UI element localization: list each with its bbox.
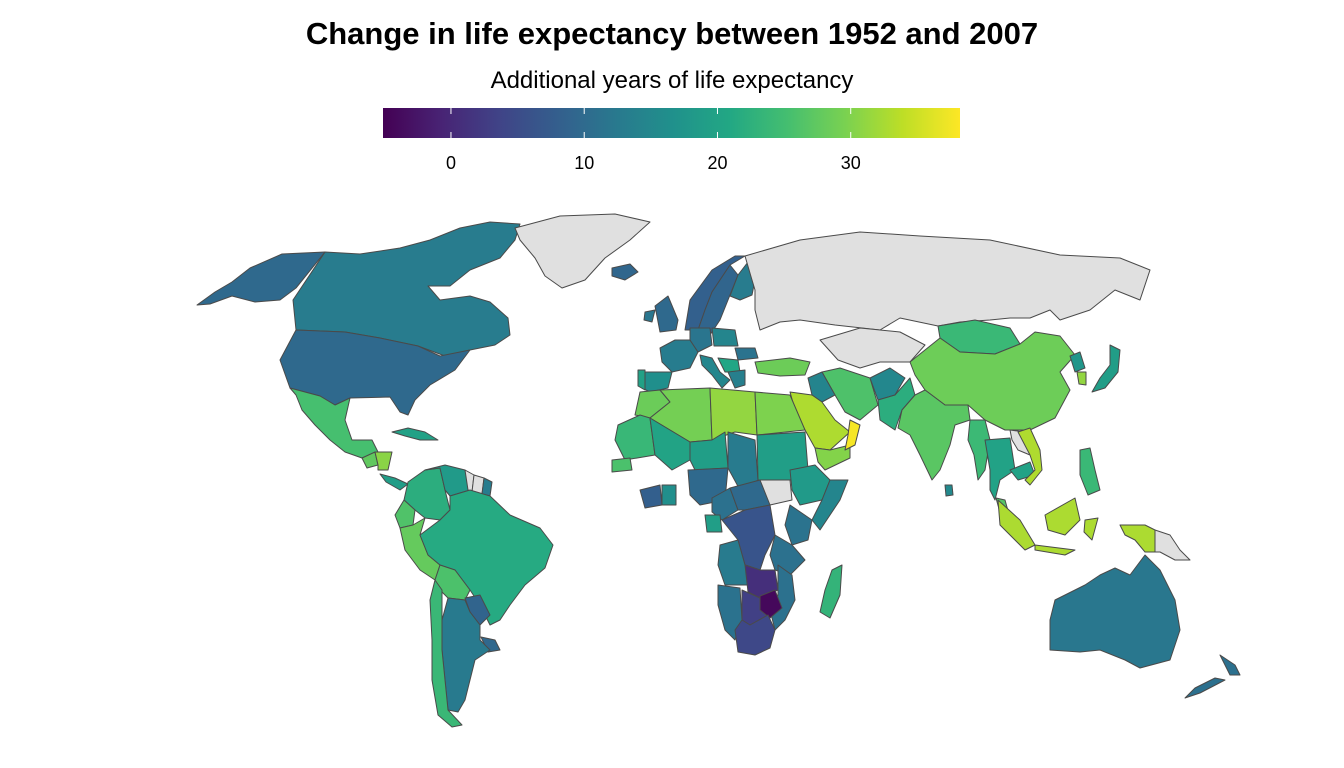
country-kenya: Kenya: 11.4 bbox=[784, 504, 813, 546]
country-mali: Mali: 20.2 bbox=[649, 417, 691, 471]
country-papua-indonesia: Papua (Indonesia): 32.8 bbox=[1119, 524, 1156, 553]
country-new-zealand: New Zealand: 10.9 bbox=[1184, 654, 1241, 699]
country-cuba: Cuba: 19.8 bbox=[391, 427, 439, 441]
country-chile: Chile: 23.9 bbox=[429, 579, 463, 728]
country-myanmar: Myanmar: 24.2 bbox=[967, 419, 991, 481]
country-india: India: 27 bbox=[897, 389, 971, 481]
country-ghana: Ghana: 16.3 bbox=[661, 484, 677, 506]
country-thailand: Thailand: 20 bbox=[984, 437, 1016, 501]
country-french-guiana: French Guiana: 13 bbox=[481, 477, 493, 497]
country-spain: Spain: 16.4 bbox=[641, 371, 673, 393]
country-germany: Germany: 11.7 bbox=[689, 327, 713, 353]
country-south-korea: South Korea: 31.2 bbox=[1076, 371, 1087, 386]
country-russia: Russia: no data bbox=[744, 231, 1151, 331]
country-poland: Poland: 14.5 bbox=[711, 327, 739, 347]
colorbar-tick-label: 20 bbox=[707, 153, 727, 173]
legend-title: Additional years of life expectancy bbox=[490, 67, 854, 94]
country-yemen: Yemen: 30.2 bbox=[814, 444, 851, 471]
country-iran: Iran: 26 bbox=[821, 367, 879, 421]
country-ireland: Ireland: 11.9 bbox=[643, 309, 656, 323]
country-iraq: Iraq: 14.4 bbox=[807, 371, 836, 403]
colorbar-legend: 0 10 20 30 bbox=[383, 108, 960, 173]
country-kazakhstan: Kazakhstan: no data bbox=[819, 327, 926, 369]
chart-title: Change in life expectancy between 1952 a… bbox=[305, 16, 1039, 51]
country-north-korea: North Korea: 17.6 bbox=[1069, 351, 1086, 373]
country-sri-lanka: Sri Lanka: 15.2 bbox=[944, 484, 954, 497]
colorbar-tick-label: 10 bbox=[574, 153, 594, 173]
country-france: France: 13 bbox=[659, 339, 699, 373]
country-zimbabwe: Zimbabwe: -4.2 bbox=[759, 589, 783, 619]
country-portugal: Portugal: 19.8 bbox=[637, 369, 646, 391]
country-philippines: Philippines: 24 bbox=[1079, 447, 1101, 496]
country-alaska-united-states: Alaska (United States): 9.8 bbox=[196, 251, 326, 306]
country-senegal: Senegal: 25.8 bbox=[611, 457, 633, 473]
country-iceland: Iceland: 9.3 bbox=[611, 263, 639, 281]
country-panama: Panama: 19 bbox=[379, 473, 409, 491]
country-indonesia: Indonesia: 32.8 bbox=[997, 497, 1099, 556]
country-papua-new-guinea: Papua New Guinea: no data bbox=[1154, 529, 1191, 561]
country-vietnam: Vietnam: 33 bbox=[1017, 427, 1043, 486]
colorbar bbox=[383, 108, 960, 138]
country-ecuador: Ecuador: 26.2 bbox=[394, 499, 416, 529]
country-romania: Romania: 11.4 bbox=[734, 347, 759, 361]
country-united-kingdom: United Kingdom: 9.8 bbox=[654, 295, 679, 333]
colorbar-tick-label: 0 bbox=[446, 153, 456, 173]
country-ivory-coast: Ivory Coast: 8.1 bbox=[639, 484, 663, 509]
country-madagascar: Madagascar: 23.2 bbox=[819, 564, 843, 619]
country-libya: Libya: 31.2 bbox=[709, 387, 758, 441]
country-turkey: Turkey: 28.5 bbox=[754, 357, 811, 377]
country-cameroon: Cameroon: 11 bbox=[711, 487, 739, 521]
country-gabon: Gabon: 19.1 bbox=[704, 514, 723, 533]
colorbar-tick-label: 30 bbox=[841, 153, 861, 173]
country-mauritania: Mauritania: 23.8 bbox=[614, 414, 656, 461]
country-australia: Australia: 12.1 bbox=[1049, 554, 1181, 669]
country-greece: Greece: 13.4 bbox=[727, 369, 746, 389]
country-south-africa: South Africa: 4.3 bbox=[734, 614, 776, 656]
country-balkans: Balkans: 20.6 bbox=[717, 357, 741, 373]
country-namibia: Namibia: 11.3 bbox=[717, 584, 743, 641]
country-nicaragua: Nicaragua: 30.6 bbox=[374, 451, 393, 471]
country-afghanistan: Afghanistan: 15 bbox=[869, 367, 906, 401]
country-italy: Italy: 14.7 bbox=[699, 354, 731, 389]
country-greenland: Greenland: no data bbox=[514, 213, 651, 289]
country-egypt: Egypt: 29.8 bbox=[754, 391, 806, 436]
country-oman: Oman: 37.7 bbox=[844, 419, 861, 451]
country-japan: Japan: 19 bbox=[1091, 344, 1121, 393]
